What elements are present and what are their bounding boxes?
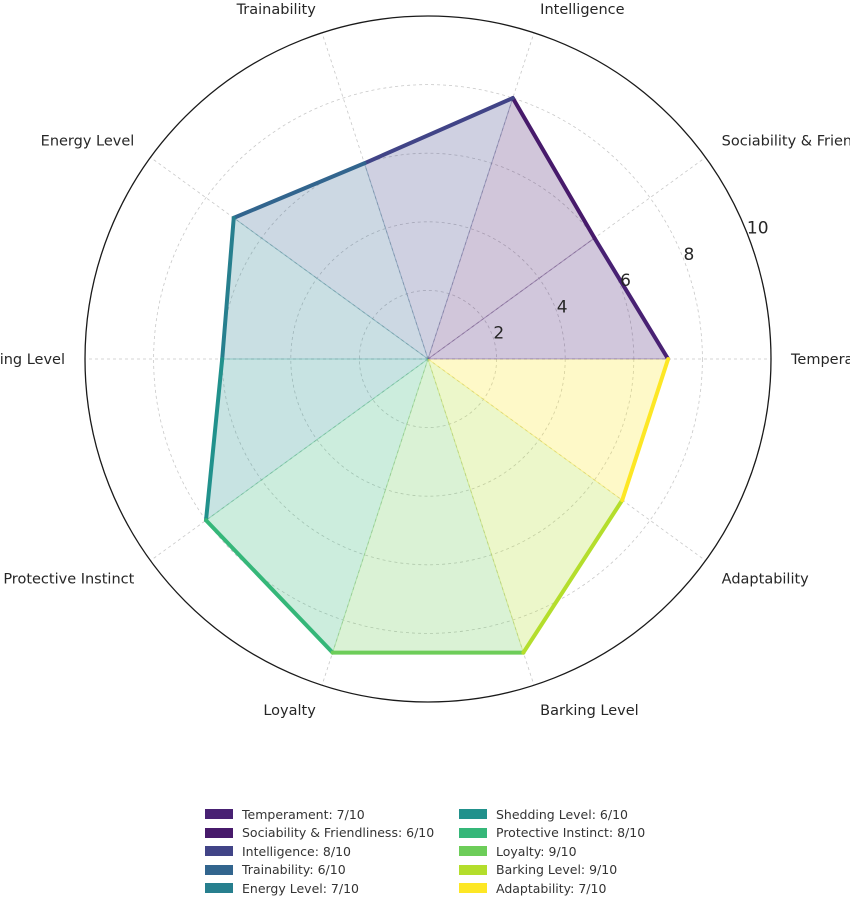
wedge-fill-1 xyxy=(428,98,595,359)
legend-label: Adaptability: 7/10 xyxy=(496,880,607,896)
category-label: Trainability xyxy=(236,2,317,18)
category-label: Barking Level xyxy=(540,703,639,719)
wedge-fill-0 xyxy=(428,238,669,359)
legend: Temperament: 7/10 Shedding Level: 6/10 Soc… xyxy=(205,806,675,897)
wedge-outer-edge-0 xyxy=(592,236,671,361)
category-label: Shedding Level xyxy=(0,352,65,368)
radial-tick-4: 4 xyxy=(557,297,568,317)
wedge-radial-edge-9 xyxy=(427,358,623,501)
category-label: Protective Instinct xyxy=(3,571,134,587)
legend-label: Barking Level: 9/10 xyxy=(496,862,618,878)
legend-item: Sociability & Friendliness: 6/10 xyxy=(205,825,459,841)
category-label: Temperament xyxy=(790,352,850,368)
category-labels: Temperament Sociability & Friendliness Int… xyxy=(0,2,850,719)
legend-swatch xyxy=(205,883,233,894)
wedge-outer-edge-2 xyxy=(362,96,515,166)
radar-wedges xyxy=(204,96,671,655)
wedge-outer-edge-6 xyxy=(204,518,335,655)
wedge-radial-edge-4 xyxy=(233,217,429,360)
legend-swatch xyxy=(205,864,233,875)
legend-label: Trainability: 6/10 xyxy=(242,862,346,878)
wedge-outer-edge-8 xyxy=(521,498,625,655)
wedge-fill-3 xyxy=(233,163,428,359)
legend-swatch xyxy=(459,809,487,820)
radial-tick-2: 2 xyxy=(493,324,504,344)
wedge-outer-edge-4 xyxy=(220,215,236,361)
wedge-fill-5 xyxy=(206,359,428,521)
legend-item: Temperament: 7/10 xyxy=(205,806,459,822)
outer-frame xyxy=(84,15,772,703)
category-label: Loyalty xyxy=(263,703,316,719)
legend-item: Intelligence: 8/10 xyxy=(205,843,459,859)
wedge-radial-edge-1 xyxy=(427,237,595,360)
wedge-outer-edge-9 xyxy=(620,357,671,503)
category-label: Energy Level xyxy=(41,134,135,150)
legend-label: Shedding Level: 6/10 xyxy=(496,806,628,822)
legend-swatch xyxy=(459,883,487,894)
wedge-fill-9 xyxy=(428,359,669,501)
wedge-fill-8 xyxy=(428,359,623,653)
legend-label: Temperament: 7/10 xyxy=(242,806,365,822)
radial-tick-8: 8 xyxy=(684,245,695,265)
wedge-outer-edge-1 xyxy=(510,96,597,241)
radial-tick-10: 10 xyxy=(747,219,769,239)
legend-item: Barking Level: 9/10 xyxy=(459,862,669,878)
wedge-radial-edge-2 xyxy=(427,97,514,360)
legend-label: Intelligence: 8/10 xyxy=(242,843,351,859)
radial-tick-6: 6 xyxy=(620,271,631,291)
legend-swatch xyxy=(459,827,487,838)
legend-label: Loyalty: 9/10 xyxy=(496,843,577,859)
legend-label: Protective Instinct: 8/10 xyxy=(496,825,646,841)
legend-swatch xyxy=(205,809,233,820)
legend-item: Adaptability: 7/10 xyxy=(459,880,669,896)
wedge-radial-edge-7 xyxy=(332,358,429,653)
legend-label: Energy Level: 7/10 xyxy=(242,880,359,896)
wedge-radial-edge-8 xyxy=(427,358,524,653)
wedge-outer-edge-3 xyxy=(231,161,367,220)
wedge-fill-2 xyxy=(364,98,513,359)
legend-item: Energy Level: 7/10 xyxy=(205,880,459,896)
legend-item: Protective Instinct: 8/10 xyxy=(459,825,669,841)
wedge-fill-6 xyxy=(206,359,428,653)
radar-grid xyxy=(84,15,772,703)
legend-item: Loyalty: 9/10 xyxy=(459,843,669,859)
legend-item: Trainability: 6/10 xyxy=(205,862,459,878)
category-label: Sociability & Friendliness xyxy=(722,134,850,150)
legend-swatch xyxy=(459,864,487,875)
grid-circle-8 xyxy=(153,84,703,634)
wedge-radial-edge-3 xyxy=(363,163,429,360)
legend-label: Sociability & Friendliness: 6/10 xyxy=(242,825,435,841)
category-label: Adaptability xyxy=(722,571,810,587)
legend-swatch xyxy=(205,846,233,857)
radial-tick-labels: 2 4 6 8 10 xyxy=(493,219,768,344)
category-label: Intelligence xyxy=(540,2,624,18)
grid-circle-4 xyxy=(290,221,566,497)
legend-item: Shedding Level: 6/10 xyxy=(459,806,669,822)
legend-swatch xyxy=(459,846,487,857)
wedge-fill-4 xyxy=(222,217,428,359)
wedge-radial-edge-6 xyxy=(205,358,429,521)
legend-swatch xyxy=(205,827,233,838)
wedge-outer-edge-5 xyxy=(204,357,225,523)
wedge-fill-7 xyxy=(332,359,524,653)
